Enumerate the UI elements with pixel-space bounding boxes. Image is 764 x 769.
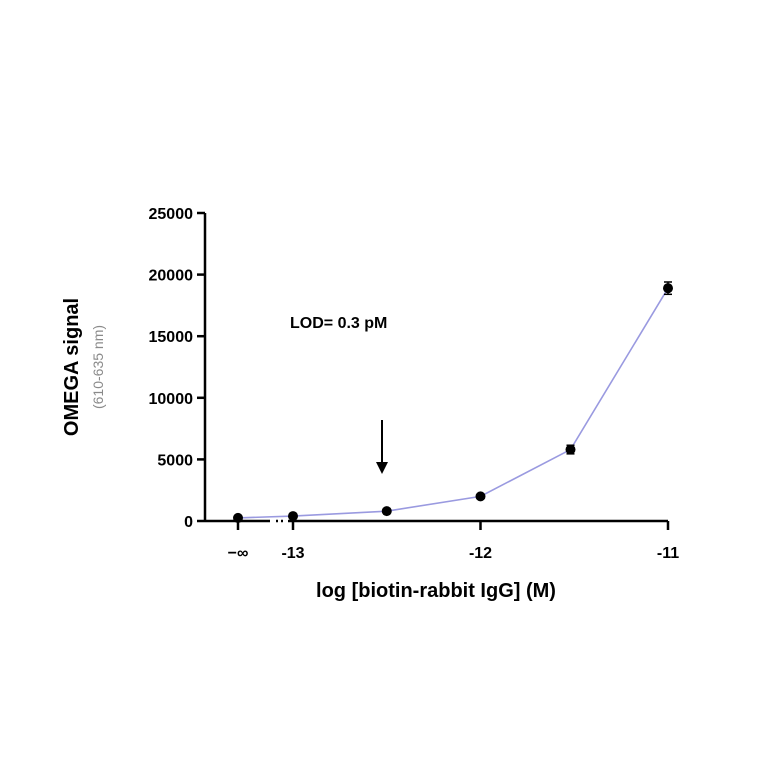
y-axis-subtitle: (610-635 nm) xyxy=(90,325,106,409)
y-tick-label: 10000 xyxy=(149,391,194,408)
lod-arrow-head xyxy=(376,462,388,474)
x-tick-label: −∞ xyxy=(228,545,249,562)
y-tick-label: 0 xyxy=(184,514,193,531)
x-tick-label: -13 xyxy=(281,545,304,562)
y-tick-label: 5000 xyxy=(157,452,193,469)
y-ticks: 0 5000 10000 15000 20000 25000 xyxy=(149,206,205,531)
y-tick-label: 25000 xyxy=(149,206,194,223)
lod-annotation: LOD= 0.3 pM xyxy=(290,315,387,332)
data-point xyxy=(475,491,486,502)
x-tick-label: -11 xyxy=(657,545,679,562)
data-point xyxy=(288,511,298,522)
x-ticks: −∞ -13 -12 -11 xyxy=(228,521,679,562)
data-point xyxy=(663,283,673,294)
data-point xyxy=(381,506,392,517)
y-tick-label: 20000 xyxy=(149,268,194,285)
y-axis-title: OMEGA signal xyxy=(61,298,83,436)
lod-arrow xyxy=(376,420,388,474)
y-tick-label: 15000 xyxy=(149,329,194,346)
data-point xyxy=(233,512,243,523)
x-axis-title: log [biotin-rabbit IgG] (M) xyxy=(316,580,556,602)
series-layer xyxy=(233,281,673,523)
data-point xyxy=(565,444,576,455)
x-tick-label: -12 xyxy=(469,545,492,562)
series-line xyxy=(237,287,669,519)
